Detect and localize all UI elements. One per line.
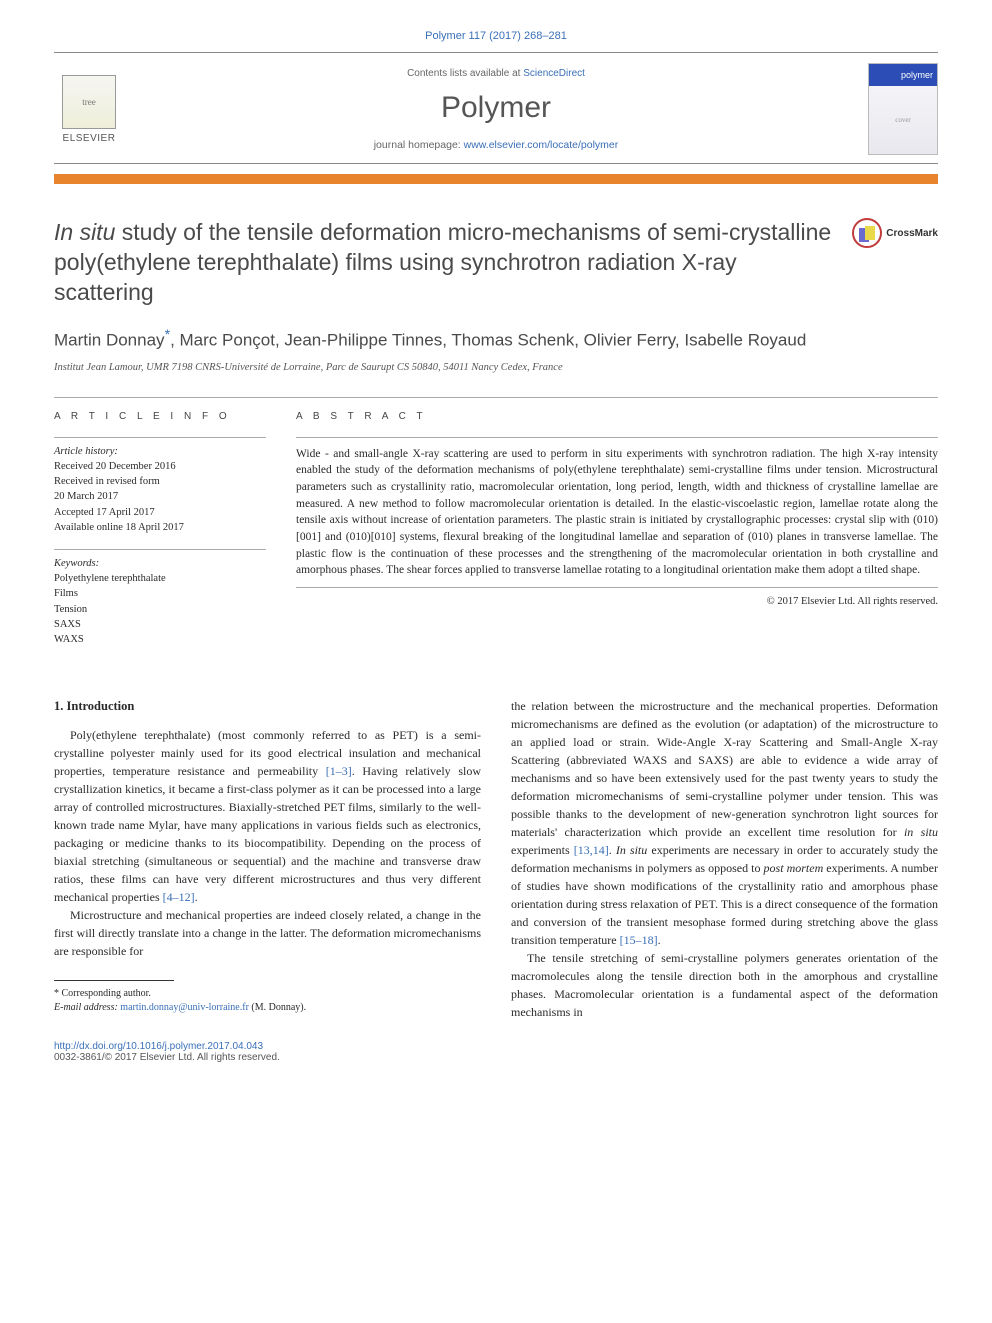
elsevier-label: ELSEVIER: [63, 133, 116, 144]
cover-thumbnail: polymer cover: [868, 63, 938, 155]
orange-divider: [54, 174, 938, 184]
article-history: Article history: Received 20 December 20…: [54, 437, 266, 535]
text-run: the relation between the microstructure …: [511, 699, 938, 839]
keyword: SAXS: [54, 617, 266, 632]
title-row: In situ study of the tensile deformation…: [54, 218, 938, 308]
issn-line: 0032-3861/© 2017 Elsevier Ltd. All right…: [54, 1052, 938, 1063]
header-center: Contents lists available at ScienceDirec…: [124, 68, 868, 151]
text-run: .: [195, 890, 198, 904]
abstract-copyright: © 2017 Elsevier Ltd. All rights reserved…: [296, 594, 938, 609]
column-left: 1. Introduction Poly(ethylene terephthal…: [54, 697, 481, 1021]
email-note: E-mail address: martin.donnay@univ-lorra…: [54, 1001, 481, 1015]
title-italic: In situ: [54, 219, 115, 245]
column-right: the relation between the microstructure …: [511, 697, 938, 1021]
italic-run: in situ: [904, 825, 938, 839]
page-footer: http://dx.doi.org/10.1016/j.polymer.2017…: [54, 1041, 938, 1063]
homepage-line: journal homepage: www.elsevier.com/locat…: [124, 139, 868, 151]
text-run: experiments: [511, 843, 574, 857]
cover-brand: polymer: [869, 64, 937, 86]
keyword: WAXS: [54, 632, 266, 647]
text-run: . Having relatively slow crystallization…: [54, 764, 481, 904]
email-link[interactable]: martin.donnay@univ-lorraine.fr: [120, 1002, 249, 1013]
body-columns: 1. Introduction Poly(ethylene terephthal…: [54, 697, 938, 1021]
doi-link[interactable]: http://dx.doi.org/10.1016/j.polymer.2017…: [54, 1041, 263, 1052]
paragraph: the relation between the microstructure …: [511, 697, 938, 949]
crossmark-icon: [852, 218, 882, 248]
keyword: Polyethylene terephthalate: [54, 571, 266, 586]
abstract: A B S T R A C T Wide - and small-angle X…: [296, 398, 938, 661]
paragraph: Microstructure and mechanical properties…: [54, 906, 481, 960]
paragraph: Poly(ethylene terephthalate) (most commo…: [54, 726, 481, 906]
email-label: E-mail address:: [54, 1002, 120, 1013]
crossmark-badge[interactable]: CrossMark: [852, 218, 938, 248]
history-line: Available online 18 April 2017: [54, 520, 266, 535]
author-primary: Martin Donnay: [54, 330, 165, 349]
elsevier-tree-icon: tree: [62, 75, 116, 129]
citation-ref[interactable]: [4–12]: [163, 890, 195, 904]
article-info: A R T I C L E I N F O Article history: R…: [54, 398, 266, 661]
footnotes: * Corresponding author. E-mail address: …: [54, 987, 481, 1015]
cover-art-icon: cover: [869, 86, 937, 154]
italic-run: post mortem: [764, 861, 824, 875]
citation-ref[interactable]: [1–3]: [326, 764, 352, 778]
keyword: Tension: [54, 602, 266, 617]
italic-run: In situ: [616, 843, 647, 857]
article-title: In situ study of the tensile deformation…: [54, 218, 832, 308]
history-line: Received in revised form: [54, 474, 266, 489]
text-run: .: [609, 843, 616, 857]
title-text: study of the tensile deformation micro-m…: [54, 219, 831, 305]
email-suffix: (M. Donnay).: [249, 1002, 306, 1013]
text-run: .: [658, 933, 661, 947]
homepage-link[interactable]: www.elsevier.com/locate/polymer: [464, 139, 619, 151]
journal-header: tree ELSEVIER Contents lists available a…: [54, 52, 938, 164]
corresponding-note: * Corresponding author.: [54, 987, 481, 1001]
info-abstract-row: A R T I C L E I N F O Article history: R…: [54, 397, 938, 661]
sciencedirect-link[interactable]: ScienceDirect: [523, 68, 585, 79]
authors: Martin Donnay*, Marc Ponçot, Jean-Philip…: [54, 326, 938, 352]
contents-prefix: Contents lists available at: [407, 68, 523, 79]
contents-line: Contents lists available at ScienceDirec…: [124, 68, 868, 79]
history-label: Article history:: [54, 444, 266, 459]
authors-rest: , Marc Ponçot, Jean-Philippe Tinnes, Tho…: [170, 330, 806, 349]
keyword: Films: [54, 586, 266, 601]
citation-ref[interactable]: [15–18]: [620, 933, 658, 947]
history-line: Received 20 December 2016: [54, 459, 266, 474]
citation-ref[interactable]: [13,14]: [574, 843, 609, 857]
keywords-block: Keywords: Polyethylene terephthalate Fil…: [54, 549, 266, 647]
citation-top: Polymer 117 (2017) 268–281: [54, 30, 938, 42]
abstract-heading: A B S T R A C T: [296, 410, 938, 425]
homepage-prefix: journal homepage:: [374, 139, 464, 151]
page-root: Polymer 117 (2017) 268–281 tree ELSEVIER…: [0, 0, 992, 1103]
elsevier-logo: tree ELSEVIER: [54, 70, 124, 148]
affiliation: Institut Jean Lamour, UMR 7198 CNRS-Univ…: [54, 362, 938, 373]
paragraph: The tensile stretching of semi-crystalli…: [511, 949, 938, 1021]
article-info-heading: A R T I C L E I N F O: [54, 410, 266, 425]
footnote-separator: [54, 980, 174, 981]
crossmark-label: CrossMark: [886, 228, 938, 239]
section-heading-intro: 1. Introduction: [54, 697, 481, 716]
history-line: Accepted 17 April 2017: [54, 505, 266, 520]
keywords-label: Keywords:: [54, 556, 266, 571]
journal-name: Polymer: [124, 91, 868, 125]
history-line: 20 March 2017: [54, 489, 266, 504]
abstract-body: Wide - and small-angle X-ray scattering …: [296, 437, 938, 588]
